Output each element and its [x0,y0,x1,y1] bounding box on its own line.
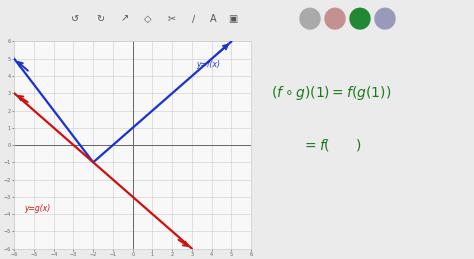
Text: $= f($      $)$: $= f($ $)$ [302,137,363,153]
Ellipse shape [300,8,320,29]
Text: ▣: ▣ [228,14,237,24]
Ellipse shape [375,8,395,29]
Text: A: A [210,14,216,24]
Ellipse shape [325,8,345,29]
Text: $(f \circ g)(1) = f(g(1))$: $(f \circ g)(1) = f(g(1))$ [271,84,392,102]
Text: y=g(x): y=g(x) [24,204,50,213]
Text: ∕: ∕ [192,14,196,24]
Text: ↗: ↗ [121,14,129,24]
Text: ↻: ↻ [96,14,104,24]
Text: ◇: ◇ [144,14,152,24]
Text: y=f(x): y=f(x) [196,60,220,69]
Text: ↺: ↺ [71,14,79,24]
Text: ✂: ✂ [168,14,176,24]
Ellipse shape [350,8,370,29]
